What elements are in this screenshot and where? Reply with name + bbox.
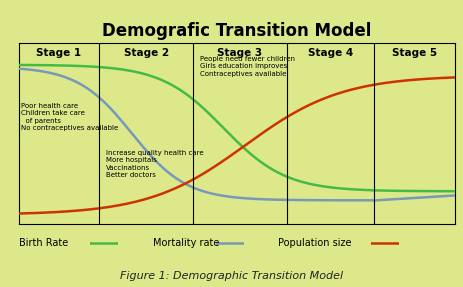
Text: Stage 5: Stage 5: [391, 49, 436, 59]
Text: Birth Rate: Birth Rate: [19, 238, 68, 247]
Text: Stage 2: Stage 2: [123, 49, 169, 59]
Text: Mortality rate: Mortality rate: [153, 238, 219, 247]
Text: Figure 1: Demographic Transition Model: Figure 1: Demographic Transition Model: [120, 271, 343, 281]
Title: Demografic Transition Model: Demografic Transition Model: [102, 22, 370, 40]
Text: Increase quality health care
More hospitals
Vaccinations
Better doctors: Increase quality health care More hospit…: [106, 150, 203, 178]
Text: Poor health care
Children take care
  of parents
No contraceptives available: Poor health care Children take care of p…: [21, 103, 118, 131]
Text: Stage 1: Stage 1: [36, 49, 81, 59]
Text: People need fewer children
Girls education improves
Contraceptives available: People need fewer children Girls educati…: [199, 56, 294, 77]
Text: Stage 4: Stage 4: [307, 49, 352, 59]
Text: Population size: Population size: [278, 238, 351, 247]
Text: Stage 3: Stage 3: [217, 49, 262, 59]
